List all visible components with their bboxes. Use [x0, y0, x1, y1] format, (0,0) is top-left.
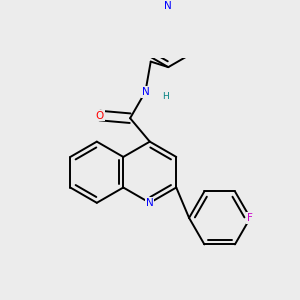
Text: F: F — [247, 213, 253, 223]
Text: N: N — [164, 1, 172, 11]
Text: O: O — [95, 110, 104, 121]
Text: H: H — [162, 92, 169, 101]
Text: N: N — [142, 87, 149, 97]
Text: N: N — [146, 198, 154, 208]
